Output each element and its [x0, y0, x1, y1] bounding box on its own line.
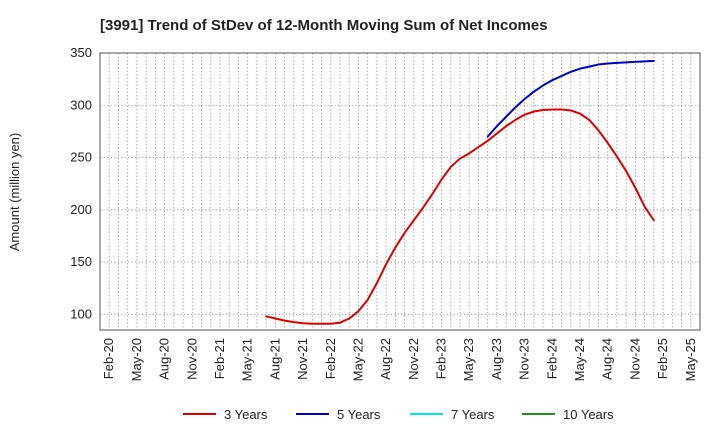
x-tick-label: May-25 [683, 338, 698, 381]
legend: 3 Years 5 Years 7 Years 10 Years [183, 407, 614, 422]
x-tick-label: Feb-20 [101, 338, 116, 379]
x-tick-label: Aug-24 [600, 338, 615, 380]
x-tick-label: May-21 [240, 338, 255, 381]
x-tick-label: Aug-22 [378, 338, 393, 380]
x-tick-label: Nov-21 [295, 338, 310, 380]
series-line-5-years [486, 59, 655, 138]
y-tick-label: 250 [70, 150, 92, 165]
y-axis-ticks: 100 150 200 250 300 350 [70, 45, 92, 321]
x-tick-label: Aug-21 [267, 338, 282, 380]
y-tick-label: 100 [70, 306, 92, 321]
series-lines [265, 59, 655, 325]
plot-background [100, 53, 700, 330]
chart-title: [3991] Trend of StDev of 12-Month Moving… [100, 17, 548, 34]
x-tick-label: Feb-25 [655, 338, 670, 379]
plot-border [99, 52, 701, 331]
x-tick-label: Aug-23 [489, 338, 504, 380]
legend-label-10-years: 10 Years [563, 407, 614, 422]
x-tick-label: Feb-24 [544, 338, 559, 379]
y-tick-label: 300 [70, 97, 92, 112]
y-tick-label: 350 [70, 45, 92, 60]
x-tick-label: Nov-23 [517, 338, 532, 380]
series-line-3-years [265, 108, 655, 325]
x-tick-label: Nov-24 [627, 338, 642, 380]
x-tick-label: Feb-22 [323, 338, 338, 379]
x-tick-label: Nov-22 [406, 338, 421, 380]
y-axis-label: Amount (million yen) [7, 133, 22, 252]
legend-label-3-years: 3 Years [224, 407, 268, 422]
x-tick-label: Aug-20 [157, 338, 172, 380]
x-tick-label: Feb-21 [212, 338, 227, 379]
x-tick-label: May-23 [461, 338, 476, 381]
y-tick-label: 150 [70, 254, 92, 269]
y-tick-label: 200 [70, 202, 92, 217]
x-tick-label: May-22 [350, 338, 365, 381]
x-tick-label: May-24 [572, 338, 587, 381]
legend-label-5-years: 5 Years [337, 407, 381, 422]
legend-label-7-years: 7 Years [451, 407, 495, 422]
x-axis-ticks: Feb-20 May-20 Aug-20 Nov-20 Feb-21 May-21 Aug-… [101, 338, 698, 381]
plot-area [99, 52, 701, 331]
grid-lines [100, 52, 700, 330]
x-tick-label: Feb-23 [434, 338, 449, 379]
x-tick-label: May-20 [129, 338, 144, 381]
x-tick-label: Nov-20 [184, 338, 199, 380]
